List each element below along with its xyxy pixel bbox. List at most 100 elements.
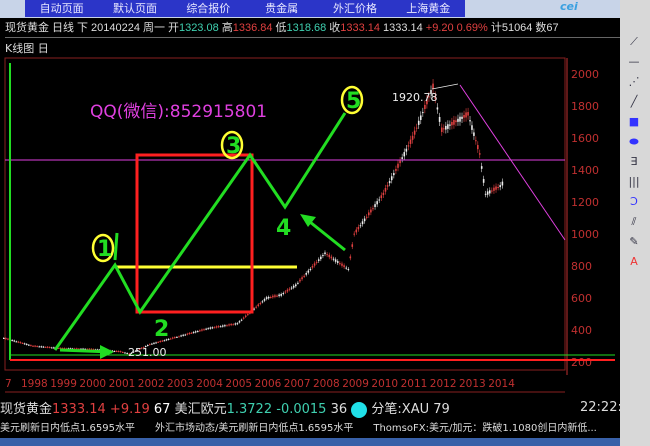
arc-tool-icon[interactable]: ∃ [630, 155, 638, 168]
news-item[interactable]: 美元刷新日内低点1.6595水平 [0, 423, 135, 434]
candle [69, 348, 72, 350]
channel-tool-icon[interactable]: ⫽ [631, 215, 637, 228]
candle [34, 345, 36, 347]
candle [213, 327, 216, 329]
candle [397, 163, 399, 168]
x-tick-label: 2011 [401, 378, 428, 390]
candle [48, 347, 51, 349]
parallel-tool-icon[interactable]: ||| [628, 175, 640, 188]
candle [205, 328, 207, 330]
ellipse-tool-icon[interactable]: ⬬ [629, 135, 639, 148]
candle [215, 326, 218, 328]
candle [169, 338, 172, 340]
y-tick-label: 1800 [571, 100, 599, 113]
candle [119, 351, 122, 353]
candle [201, 329, 203, 331]
candle [413, 130, 416, 135]
candle [111, 350, 114, 352]
candle [86, 348, 89, 350]
nav-tab[interactable]: 外汇价格 [332, 2, 377, 15]
candle [263, 299, 266, 301]
highlight-box [135, 153, 254, 314]
candle [17, 341, 20, 343]
candle [457, 118, 459, 122]
candle [301, 277, 303, 280]
candle [184, 334, 187, 336]
x-tick-label: 2005 [225, 378, 252, 390]
candle [365, 216, 368, 218]
news-item[interactable]: 外汇市场动态/美元刷新日内低点1.6595水平 [155, 423, 354, 434]
candle [19, 342, 22, 344]
candle [30, 345, 32, 347]
nav-tab[interactable]: 自动页面 [39, 2, 84, 15]
gann-tool-icon[interactable]: ╱ [630, 95, 638, 108]
candle [128, 353, 131, 355]
x-tick-label: 2010 [371, 378, 398, 390]
nav-tab[interactable]: 综合报价 [186, 2, 231, 15]
candle [361, 221, 364, 225]
candle [84, 348, 86, 350]
date: 20140224 [91, 22, 140, 34]
pen-tool-icon[interactable]: ✎ [629, 235, 639, 248]
wave-label: 1 [97, 237, 112, 262]
high-leader-line [431, 83, 459, 90]
candle [280, 294, 282, 296]
y-tick-label: 600 [571, 292, 592, 305]
candle [73, 348, 76, 350]
candle [196, 331, 199, 333]
candle [343, 265, 345, 268]
nav-tab[interactable]: 默认页面 [112, 2, 157, 15]
candle [21, 343, 24, 345]
candle [486, 191, 489, 195]
candle [180, 335, 182, 337]
candle [178, 336, 180, 338]
x-tick-label: 2001 [109, 378, 136, 390]
candle [226, 325, 228, 327]
nav-tab[interactable]: 上海黄金 [406, 2, 451, 15]
gold-vol: 67 [153, 402, 171, 417]
eur-name[interactable]: 美汇欧元 [174, 402, 227, 417]
candle [482, 178, 485, 183]
candle [311, 266, 314, 268]
news-marquee[interactable]: 美元刷新日内低点1.6595水平 外汇市场动态/美元刷新日内低点1.6595水平 T… [0, 421, 620, 437]
candle [138, 348, 141, 350]
candle [430, 90, 432, 95]
candle [399, 160, 401, 164]
news-item[interactable]: ThomsoFX:美元/加元：跌破1.1080创日内新低... [373, 423, 597, 434]
candle [422, 112, 424, 114]
candle [44, 346, 47, 348]
gold-name[interactable]: 现货黄金 [0, 402, 53, 417]
cycle-tool-icon[interactable]: Ͻ [630, 195, 638, 208]
last-value: 1333.14 [383, 22, 423, 34]
eur-vol: 36 [330, 402, 348, 417]
candle [449, 124, 451, 126]
candle [176, 336, 178, 338]
nav-tab[interactable]: 贵金属 [265, 2, 299, 15]
period[interactable]: 日线 [52, 22, 74, 34]
x-tick-label: 2004 [196, 378, 223, 390]
candle [165, 339, 168, 341]
y-tick-label: 1200 [571, 196, 599, 209]
y-tick-label: 1400 [571, 164, 599, 177]
candle [282, 293, 285, 295]
line-tool-icon[interactable]: — [628, 55, 640, 68]
candle [288, 288, 291, 290]
arrow-head-icon [100, 345, 114, 359]
rectangle-tool-icon[interactable]: ■ [628, 115, 640, 128]
candle [499, 185, 501, 188]
text-tool-icon[interactable]: A [630, 255, 638, 268]
candle [295, 284, 297, 287]
candle [36, 346, 38, 348]
candle [409, 139, 412, 144]
ray-tool-icon[interactable]: ⟋ [630, 35, 638, 48]
candle [207, 328, 209, 330]
candle [488, 190, 491, 194]
candle [432, 83, 434, 90]
candle [305, 273, 308, 275]
candle [42, 346, 45, 348]
fan-tool-icon[interactable]: ⋰ [628, 75, 640, 88]
candle [38, 346, 41, 348]
volume-value: 计51064 [490, 22, 533, 34]
high-label: 高 [221, 22, 233, 34]
